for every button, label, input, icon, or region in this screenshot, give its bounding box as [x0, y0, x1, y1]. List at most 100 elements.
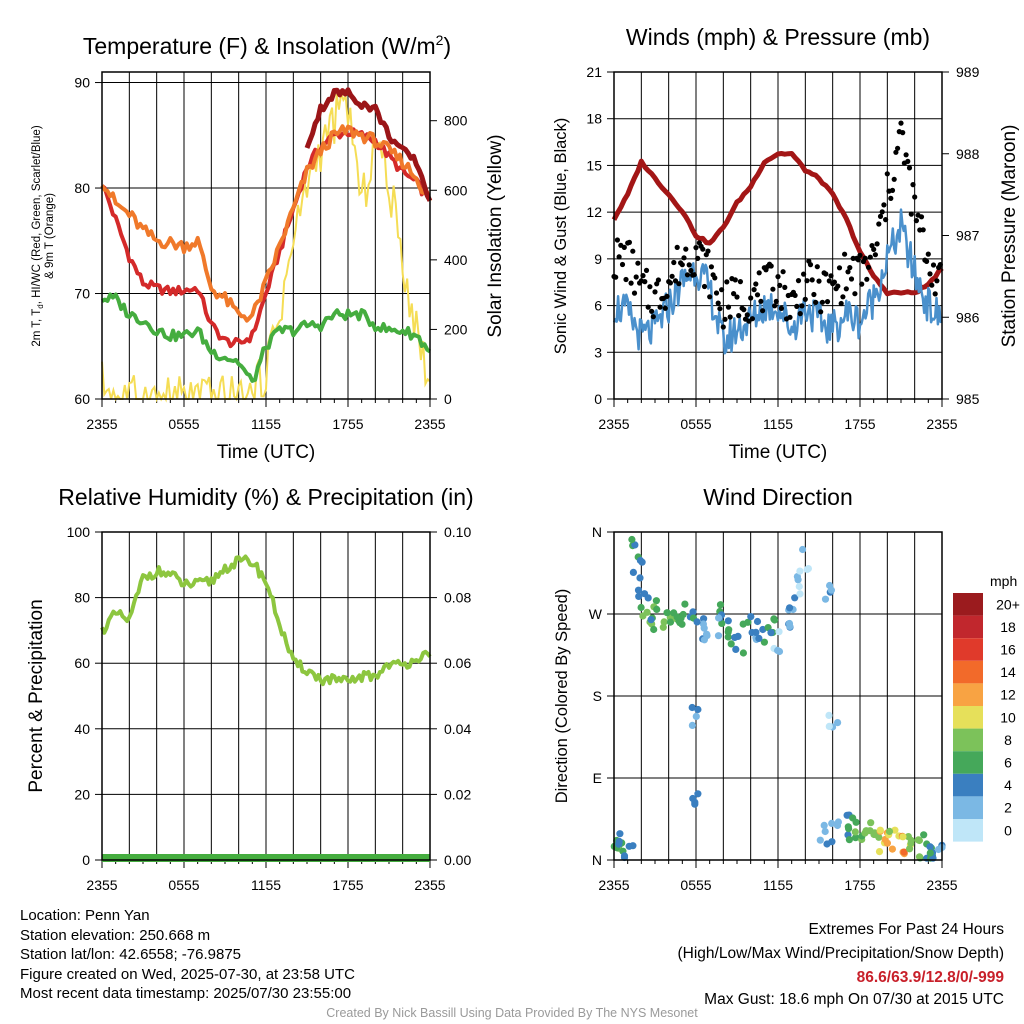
colorbar-label: 4 [1004, 777, 1012, 793]
colorbar-swatch [953, 660, 983, 684]
elevation-text: Station elevation: 250.668 m [20, 926, 211, 944]
direction-point [629, 568, 638, 577]
direction-point [828, 838, 836, 846]
colorbar-swatch [953, 751, 983, 774]
wind-y2tick-label: 985 [956, 391, 980, 407]
direction-point [639, 612, 647, 620]
temp-y2tick-label: 800 [444, 113, 468, 129]
colorbar-label: 20+ [996, 596, 1020, 612]
direction-point [753, 617, 762, 626]
dir-xtick-label: 1155 [763, 877, 793, 893]
gust-point [816, 278, 822, 284]
gust-point [895, 145, 901, 151]
direction-point [692, 712, 700, 721]
colorbar-swatch [953, 819, 983, 842]
gust-point [872, 252, 879, 258]
gust-point [804, 278, 810, 284]
direction-point [900, 848, 908, 856]
direction-point [852, 818, 860, 826]
direction-point [700, 615, 708, 623]
gust-point [756, 270, 762, 276]
gust-point [732, 277, 738, 283]
rh-border [101, 531, 431, 861]
direction-point [755, 634, 763, 643]
colorbar-swatch [953, 728, 983, 752]
gust-point [898, 120, 904, 126]
dir-xtick-label: 1755 [844, 877, 875, 893]
temp-xtick-label: 2355 [414, 416, 445, 432]
direction-point [714, 632, 723, 640]
gust-point [862, 255, 868, 261]
gust-point [647, 284, 653, 290]
gust-point [630, 248, 636, 254]
extremes-title: Extremes For Past 24 Hours [808, 921, 1004, 938]
gust-point [655, 277, 662, 283]
direction-point [851, 828, 859, 836]
rh-y2tick-label: 0.02 [444, 786, 471, 802]
direction-point [906, 845, 914, 853]
gust-point [807, 262, 814, 268]
wind-ylabel-right: Station Pressure (Maroon) [999, 125, 1020, 348]
dir-ytick-label: E [593, 770, 602, 786]
sonic-wind-line [612, 208, 943, 355]
direction-point [677, 614, 685, 622]
direction-point [681, 600, 689, 608]
gust-point [775, 274, 781, 280]
gust-point [840, 294, 846, 300]
gust-point [925, 251, 931, 257]
gust-point [823, 271, 829, 277]
gust-point [913, 218, 920, 224]
wind-ylabel-left: Sonic Wind & Gust (Blue, Black) [552, 118, 570, 355]
direction-point [652, 597, 661, 605]
gust-point [751, 287, 757, 293]
dir-ytick-label: N [592, 524, 602, 540]
gust-point [631, 290, 638, 296]
direction-point [843, 811, 851, 819]
direction-point [616, 830, 624, 838]
gust-point [712, 275, 718, 281]
direction-point [752, 628, 760, 637]
pressure-line [611, 151, 944, 297]
gust-point [669, 273, 675, 279]
temp-series-line [100, 124, 432, 323]
colorbar-label: 18 [1000, 619, 1016, 635]
direction-point [820, 821, 828, 830]
direction-point [825, 711, 833, 720]
gust-point [667, 280, 674, 286]
direction-point [875, 848, 884, 856]
wind-xtick-label: 2355 [926, 416, 957, 432]
gust-point [906, 165, 913, 171]
rh-xtick-label: 0555 [168, 877, 199, 893]
temp-y2tick-label: 600 [444, 182, 468, 198]
direction-point [760, 638, 769, 646]
temp-xtick-label: 0555 [168, 416, 199, 432]
rh-y2tick-label: 0.08 [444, 590, 471, 606]
gust-point [614, 237, 621, 243]
gust-point [736, 313, 742, 319]
gust-point [753, 281, 759, 287]
gust-point [688, 267, 694, 274]
rh-ytick-label: 20 [74, 786, 90, 802]
gust-point [836, 265, 843, 271]
gust-point [713, 290, 720, 296]
direction-point [724, 633, 732, 641]
direction-point [795, 582, 803, 591]
gust-point [633, 274, 639, 280]
direction-point [852, 834, 860, 842]
gust-point [691, 272, 697, 278]
gust-point [924, 258, 930, 264]
gust-point [683, 246, 689, 252]
temp-xlabel: Time (UTC) [217, 442, 316, 463]
wind-title: Winds (mph) & Pressure (mb) [626, 24, 930, 50]
gust-point [748, 295, 754, 301]
gust-point [643, 267, 650, 273]
gust-point [857, 252, 863, 258]
gust-point [760, 308, 766, 314]
gust-point [623, 276, 629, 283]
gust-point [626, 239, 633, 245]
gust-point [799, 303, 805, 309]
direction-point [821, 595, 830, 603]
dir-ytick-label: N [592, 852, 602, 868]
gust-point [855, 257, 861, 263]
dir-ytick-label: S [593, 688, 602, 704]
